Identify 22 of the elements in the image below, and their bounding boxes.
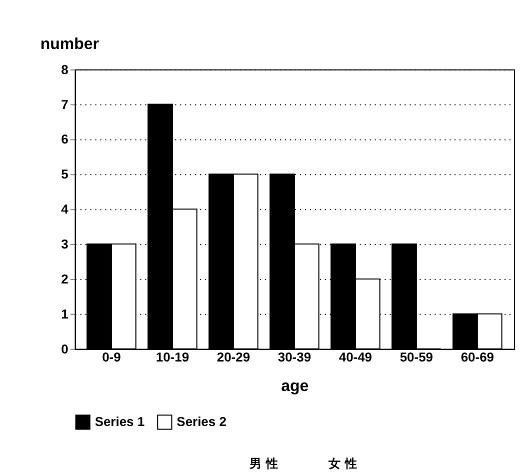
x-axis-title: age bbox=[281, 378, 309, 396]
x-tick-label: 10-19 bbox=[156, 349, 190, 364]
y-tick-label: 3 bbox=[61, 236, 68, 252]
x-tick-label: 20-29 bbox=[216, 349, 250, 364]
y-tick-label: 1 bbox=[61, 306, 68, 322]
y-tick-label: 4 bbox=[61, 202, 70, 217]
legend-label: Series 1 bbox=[94, 414, 145, 430]
y-tick-label: 5 bbox=[61, 166, 68, 182]
y-tick-label: 7 bbox=[61, 96, 68, 112]
x-tick-label: 0-9 bbox=[102, 349, 121, 364]
x-tick-label: 50-59 bbox=[400, 349, 434, 364]
y-axis-title: number bbox=[40, 36, 99, 53]
x-tick-label: 30-39 bbox=[278, 349, 312, 364]
x-tick-label: 60-69 bbox=[460, 349, 494, 364]
y-tick-label: 8 bbox=[61, 62, 68, 77]
text: 女 性 bbox=[328, 456, 357, 471]
legend-label: Series 2 bbox=[176, 414, 226, 430]
text: 男 性 bbox=[248, 456, 278, 471]
y-tick-label: 0 bbox=[61, 341, 68, 356]
y-tick-label: 2 bbox=[61, 271, 68, 286]
y-tick-label: 6 bbox=[61, 132, 68, 147]
x-tick-label: 40-49 bbox=[338, 349, 372, 364]
